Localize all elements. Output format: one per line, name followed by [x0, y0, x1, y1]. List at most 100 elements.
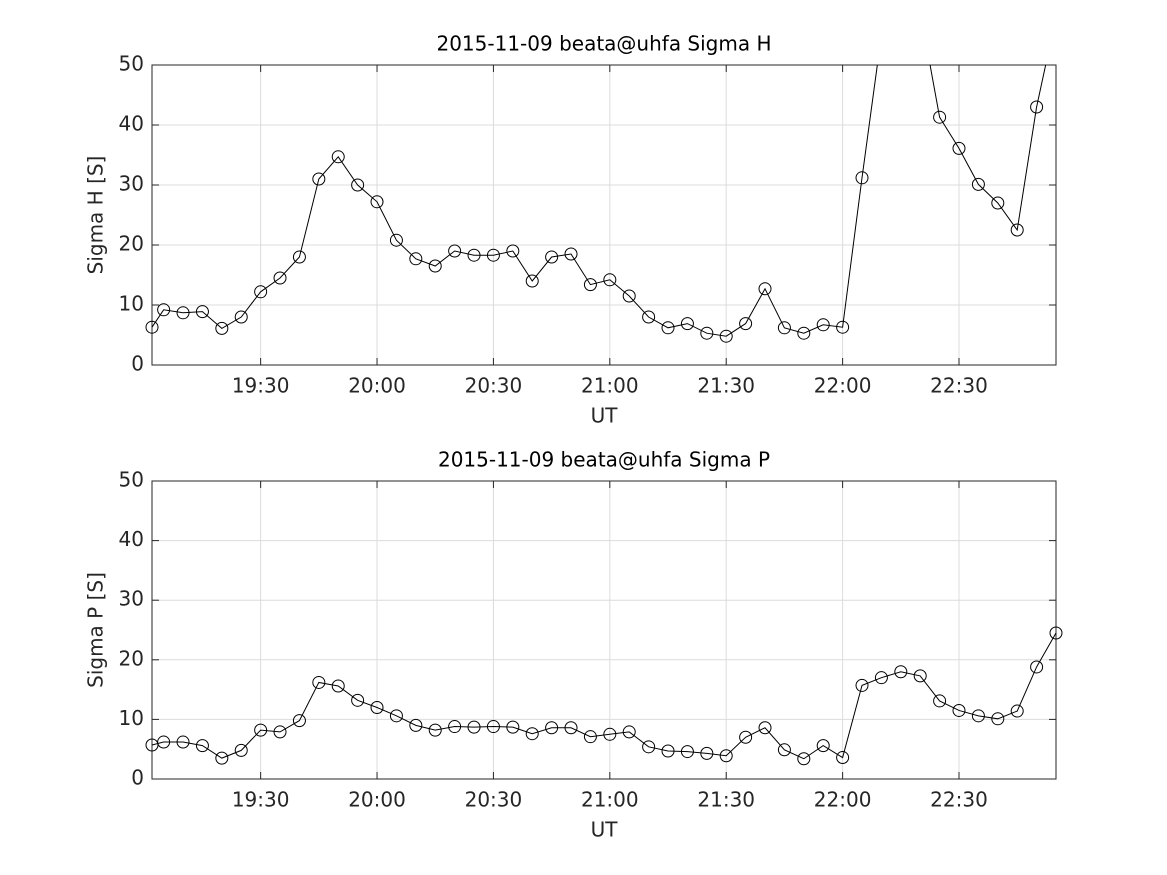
marker — [855, 171, 869, 185]
marker — [176, 306, 190, 320]
axes: 0 10 20 30 40 50 19:30 20:00 20:30 21:00 21:30 22:0… — [84, 5, 1062, 428]
marker — [331, 679, 345, 693]
marker — [680, 745, 694, 759]
marker — [545, 250, 559, 264]
marker — [583, 730, 597, 744]
marker — [603, 727, 617, 741]
y-tick-label: 40 — [119, 112, 144, 136]
marker — [564, 721, 578, 735]
marker — [933, 110, 947, 124]
marker — [797, 326, 811, 340]
marker — [467, 720, 481, 734]
x-tick-label: 20:00 — [348, 788, 406, 812]
marker — [234, 310, 248, 324]
y-tick-label: 10 — [119, 292, 144, 316]
marker — [622, 725, 636, 739]
marker — [448, 244, 462, 258]
marker — [622, 289, 636, 303]
marker — [428, 259, 442, 273]
marker — [1010, 223, 1024, 237]
marker — [583, 278, 597, 292]
marker — [176, 735, 190, 749]
marker — [370, 195, 384, 209]
marker — [506, 244, 520, 258]
marker — [545, 721, 559, 735]
axes-box — [151, 480, 1057, 780]
y-tick-label: 10 — [119, 706, 144, 730]
marker — [273, 725, 287, 739]
y-tick-label: 40 — [119, 527, 144, 551]
marker — [661, 321, 675, 335]
marker — [971, 709, 985, 723]
marker — [389, 233, 403, 247]
x-tick-label: 20:30 — [465, 374, 523, 398]
x-axis-label: UT — [591, 818, 619, 842]
marker — [157, 735, 171, 749]
series — [145, 626, 1063, 766]
series — [145, 5, 1062, 343]
marker — [292, 714, 306, 728]
marker — [642, 310, 656, 324]
marker — [719, 749, 733, 763]
y-tick-label: 50 — [119, 52, 144, 76]
x-tick-label: 21:30 — [697, 788, 755, 812]
marker — [234, 743, 248, 757]
marker — [1050, 11, 1062, 23]
marker — [816, 739, 830, 753]
y-tick-label: 30 — [119, 587, 144, 611]
y-tick-label: 0 — [131, 352, 144, 376]
marker — [777, 743, 791, 757]
marker — [525, 274, 539, 288]
marker — [254, 285, 268, 299]
y-tick-label: 0 — [131, 766, 144, 790]
marker — [700, 746, 714, 760]
line — [151, 632, 1057, 760]
axes: 0 10 20 30 40 50 19:30 20:00 20:30 21:00 21:30 22:0… — [84, 448, 1063, 842]
marker — [952, 141, 966, 155]
marker — [506, 720, 520, 734]
marker — [351, 178, 365, 192]
marker — [215, 321, 229, 335]
marker — [312, 675, 326, 689]
marker — [603, 273, 617, 287]
y-axis-label: Sigma P [S] — [84, 572, 108, 688]
x-tick-label: 21:00 — [581, 374, 639, 398]
marker — [331, 150, 345, 164]
marker — [486, 720, 500, 734]
marker — [894, 665, 908, 679]
plot-area — [152, 65, 1056, 365]
x-axis-label: UT — [591, 404, 619, 428]
marker — [157, 303, 171, 317]
marker — [448, 720, 462, 734]
marker — [642, 740, 656, 754]
y-axis-label: Sigma H [S] — [84, 156, 108, 275]
marker — [739, 730, 753, 744]
marker — [758, 721, 772, 735]
marker — [971, 177, 985, 191]
marker — [312, 172, 326, 186]
marker — [215, 751, 229, 765]
marker — [933, 694, 947, 708]
x-tick-label: 22:00 — [814, 374, 872, 398]
marker — [409, 718, 423, 732]
marker — [145, 320, 159, 334]
marker — [875, 29, 887, 41]
x-tick-label: 20:00 — [348, 374, 406, 398]
marker — [914, 5, 926, 17]
chart-title: 2015-11-09 beata@uhfa Sigma P — [438, 448, 770, 472]
marker — [1030, 100, 1044, 114]
marker — [486, 248, 500, 262]
marker — [428, 723, 442, 737]
x-tick-label: 22:30 — [930, 374, 988, 398]
x-tick-label: 19:30 — [232, 788, 290, 812]
x-tick-label: 21:00 — [581, 788, 639, 812]
marker — [254, 723, 268, 737]
marker — [467, 248, 481, 262]
y-tick-label: 20 — [119, 646, 144, 670]
marker — [700, 326, 714, 340]
marker — [836, 751, 850, 765]
marker — [370, 700, 384, 714]
marker — [292, 250, 306, 264]
marker — [952, 703, 966, 717]
marker — [273, 271, 287, 285]
